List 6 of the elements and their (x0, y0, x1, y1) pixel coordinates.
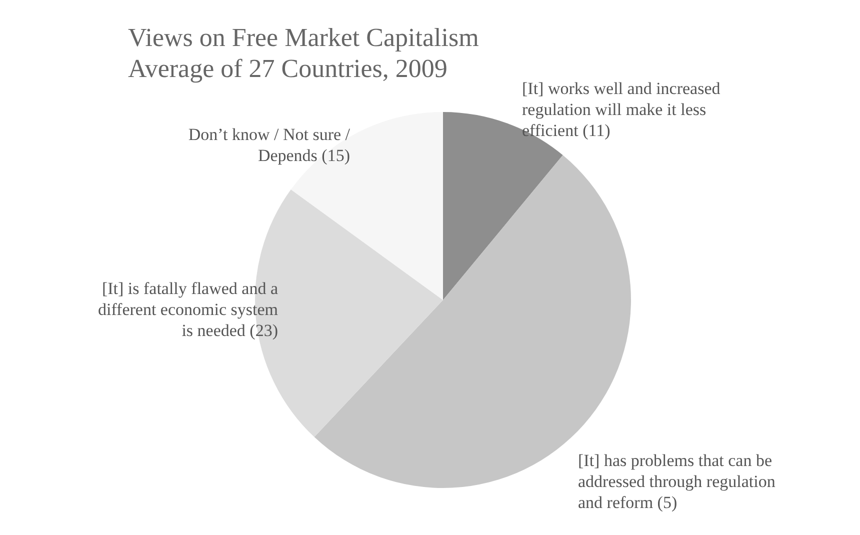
slice-label: [It] has problems that can be addressed through regulation and reform (5) (578, 450, 776, 513)
chart-title: Views on Free Market Capitalism (128, 22, 479, 53)
chart-subtitle: Average of 27 Countries, 2009 (128, 53, 448, 84)
slice-label: [It] is fatally flawed and a different economic system is needed (23) (96, 278, 278, 341)
slice-label: [It] works well and increased regulation will make it less efficient (11) (522, 78, 722, 141)
slice-label: Don’t know / Not sure / Depends (15) (187, 124, 350, 166)
